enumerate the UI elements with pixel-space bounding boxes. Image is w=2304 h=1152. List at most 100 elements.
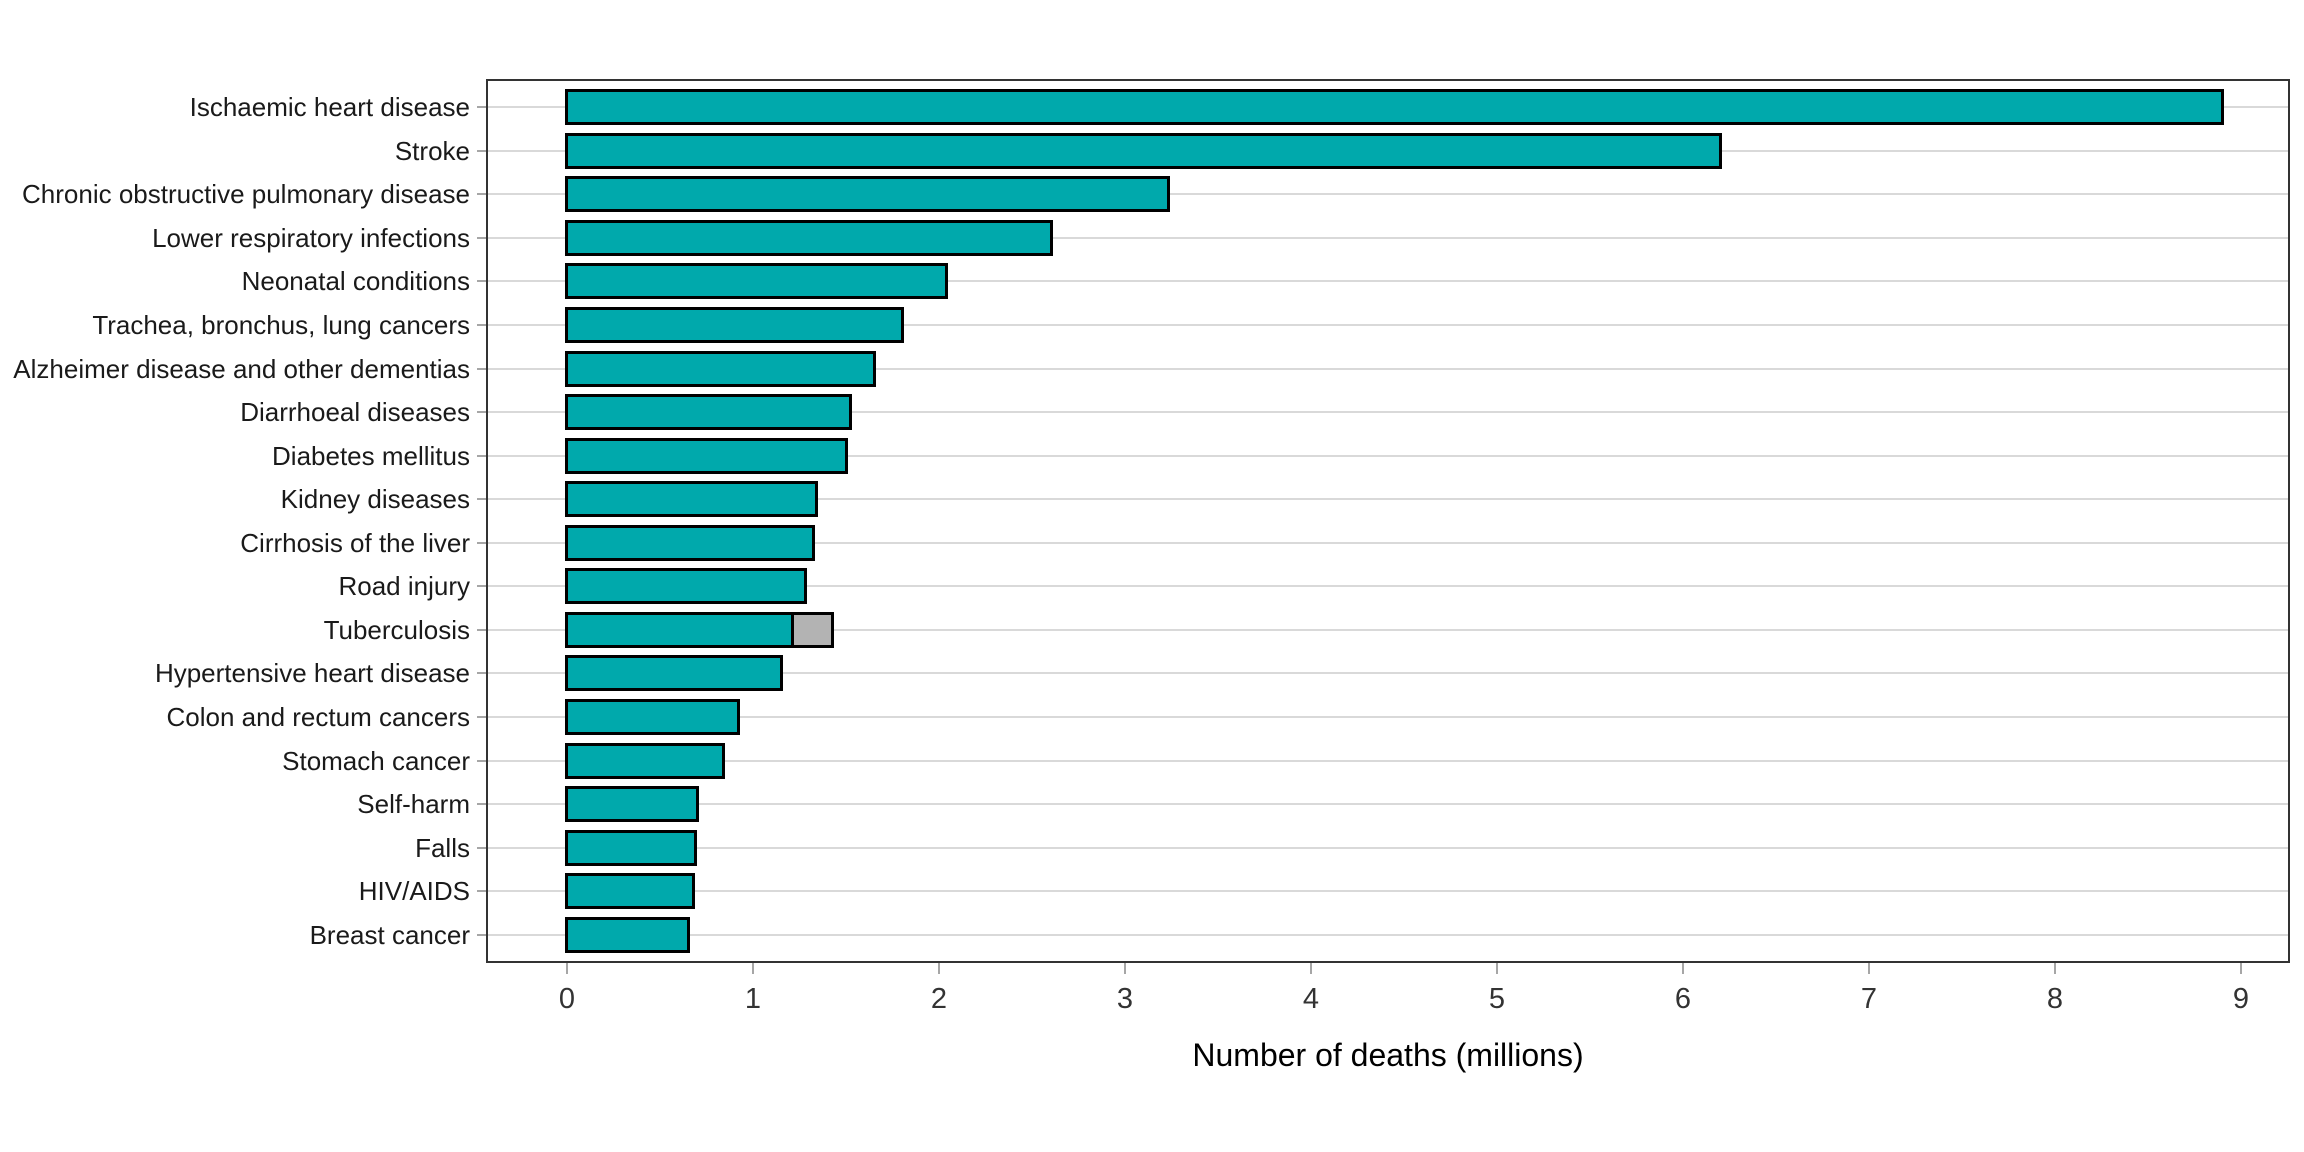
bar-row (565, 437, 848, 474)
bar-segment-primary (565, 873, 696, 910)
x-axis-tick (2054, 963, 2056, 974)
category-label: Diarrhoeal diseases (240, 397, 470, 428)
x-axis-tick-label: 5 (1488, 983, 1506, 1015)
category-label: Kidney diseases (280, 484, 470, 515)
bar-row (565, 611, 835, 648)
y-axis-tick (477, 367, 486, 370)
plot-panel (486, 79, 2290, 963)
category-label: Hypertensive heart disease (154, 658, 470, 689)
bar-segment-primary (565, 394, 852, 431)
bar-segment-primary (565, 89, 2225, 126)
bar-row (565, 263, 949, 300)
category-gridline (488, 498, 2288, 501)
y-axis-tick (477, 541, 486, 544)
category-label: Diabetes mellitus (272, 440, 470, 471)
category-gridline (488, 454, 2288, 457)
y-axis-tick (477, 759, 486, 762)
bar-segment-primary (565, 829, 698, 866)
bar-row (565, 481, 819, 518)
category-gridline (488, 367, 2288, 370)
x-axis-tick (2240, 963, 2242, 974)
category-gridline (488, 236, 2288, 239)
y-axis-tick (477, 498, 486, 501)
y-axis-tick (477, 106, 486, 109)
bar-row (565, 742, 726, 779)
category-label: Road injury (338, 571, 470, 602)
y-axis-tick (477, 323, 486, 326)
category-gridline (488, 323, 2288, 326)
bar-segment-primary (565, 699, 741, 736)
bar-row (565, 786, 700, 823)
category-gridline (488, 193, 2288, 196)
bar-segment-primary (565, 176, 1170, 213)
y-axis-tick (477, 149, 486, 152)
category-gridline (488, 280, 2288, 283)
category-label: HIV/AIDS (358, 876, 470, 907)
x-axis-tick (1682, 963, 1684, 974)
bar-row (565, 306, 904, 343)
category-label: Lower respiratory infections (152, 222, 470, 253)
bar-segment-primary (565, 306, 904, 343)
x-axis-tick-label: 3 (1116, 983, 1134, 1015)
bar-segment-primary (565, 524, 815, 561)
category-label: Tuberculosis (323, 614, 470, 645)
category-gridline (488, 672, 2288, 675)
x-axis-title: Number of deaths (millions) (1192, 1037, 1584, 1073)
category-label: Chronic obstructive pulmonary disease (22, 179, 470, 210)
y-axis-tick (477, 933, 486, 936)
y-axis-tick (477, 585, 486, 588)
bar-segment-primary (565, 568, 808, 605)
category-label: Colon and rectum cancers (166, 702, 470, 733)
category-label: Trachea, bronchus, lung cancers (92, 309, 470, 340)
category-label: Falls (415, 832, 470, 863)
y-axis-tick (477, 716, 486, 719)
bar-row (565, 350, 876, 387)
category-gridline (488, 628, 2288, 631)
y-axis-tick (477, 846, 486, 849)
x-axis-tick (1310, 963, 1312, 974)
bar-row (565, 873, 696, 910)
category-gridline (488, 890, 2288, 893)
category-gridline (488, 933, 2288, 936)
category-gridline (488, 585, 2288, 588)
category-gridline (488, 803, 2288, 806)
bar-segment-primary (565, 916, 690, 953)
bar-row (565, 916, 690, 953)
category-label: Self-harm (357, 789, 470, 820)
x-axis-tick-label: 0 (558, 983, 576, 1015)
x-axis-tick-label: 1 (744, 983, 762, 1015)
x-axis-tick-label: 8 (2046, 983, 2064, 1015)
y-axis-tick (477, 411, 486, 414)
bar-segment-primary (565, 132, 1723, 169)
bar-segment-primary (565, 263, 949, 300)
y-axis-tick (477, 454, 486, 457)
bar-segment-primary (565, 437, 848, 474)
category-gridline (488, 759, 2288, 762)
bar-row (565, 176, 1170, 213)
category-label: Stomach cancer (282, 745, 470, 776)
bar-segment-primary (565, 219, 1053, 256)
x-axis-tick-label: 2 (930, 983, 948, 1015)
bar-row (565, 219, 1053, 256)
category-gridline (488, 716, 2288, 719)
category-gridline (488, 846, 2288, 849)
category-label: Stroke (394, 135, 470, 166)
category-label: Breast cancer (309, 919, 470, 950)
bar-segment-primary (565, 481, 819, 518)
x-axis-tick (1124, 963, 1126, 974)
bar-segment-secondary (791, 611, 835, 648)
x-axis-tick (752, 963, 754, 974)
y-axis-tick (477, 672, 486, 675)
category-label: Neonatal conditions (241, 266, 470, 297)
bar-segment-primary (565, 742, 726, 779)
category-label: Cirrhosis of the liver (240, 527, 470, 558)
bar-row (565, 394, 852, 431)
bar-row (565, 829, 698, 866)
x-axis-tick (938, 963, 940, 974)
category-gridline (488, 411, 2288, 414)
y-axis-tick (477, 193, 486, 196)
y-axis-tick (477, 890, 486, 893)
x-axis-tick-label: 7 (1860, 983, 1878, 1015)
y-axis-tick (477, 803, 486, 806)
category-label: Ischaemic heart disease (189, 92, 470, 123)
